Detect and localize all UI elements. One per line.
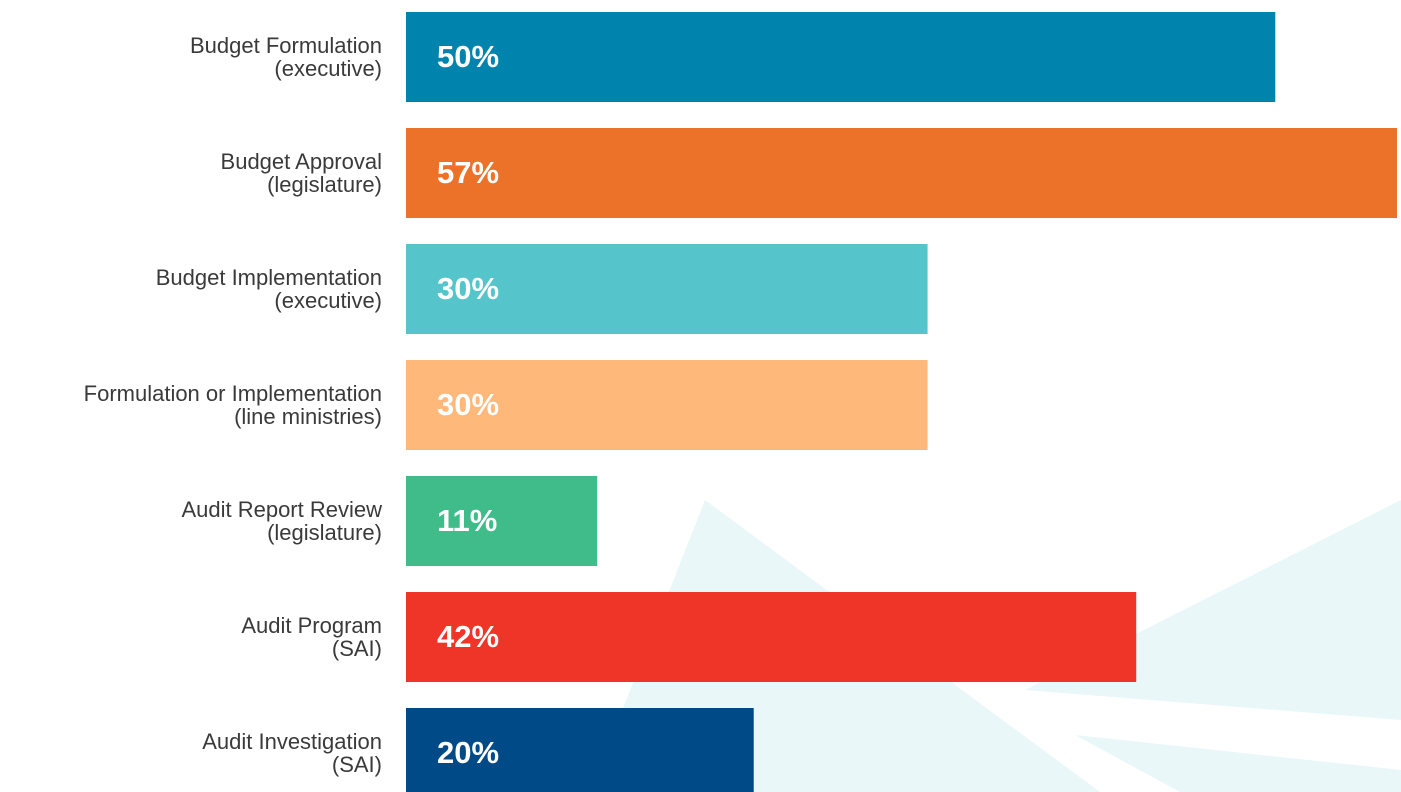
bar [406,592,1137,682]
category-label: Budget Approval [221,149,382,174]
bg-shape [1075,735,1401,792]
category-label: (SAI) [332,752,382,777]
category-label: (executive) [274,288,382,313]
value-label: 42% [437,619,499,654]
category-label: (legislature) [267,172,382,197]
value-label: 50% [437,39,499,74]
value-label: 20% [437,735,499,770]
bar [406,360,928,450]
category-label: Formulation or Implementation [84,381,382,406]
category-label: (executive) [274,56,382,81]
bar [406,476,598,566]
category-label: (line ministries) [234,404,382,429]
value-label: 57% [437,155,499,190]
bar [406,12,1276,102]
category-label: Audit Report Review [181,497,382,522]
category-label: (legislature) [267,520,382,545]
bar [406,128,1397,218]
bar [406,708,754,792]
category-label: Audit Investigation [202,729,382,754]
value-label: 30% [437,271,499,306]
category-label: Budget Formulation [190,33,382,58]
value-label: 30% [437,387,499,422]
value-label: 11% [437,503,497,538]
bar [406,244,928,334]
category-label: Budget Implementation [156,265,382,290]
category-label: Audit Program [241,613,382,638]
category-label: (SAI) [332,636,382,661]
